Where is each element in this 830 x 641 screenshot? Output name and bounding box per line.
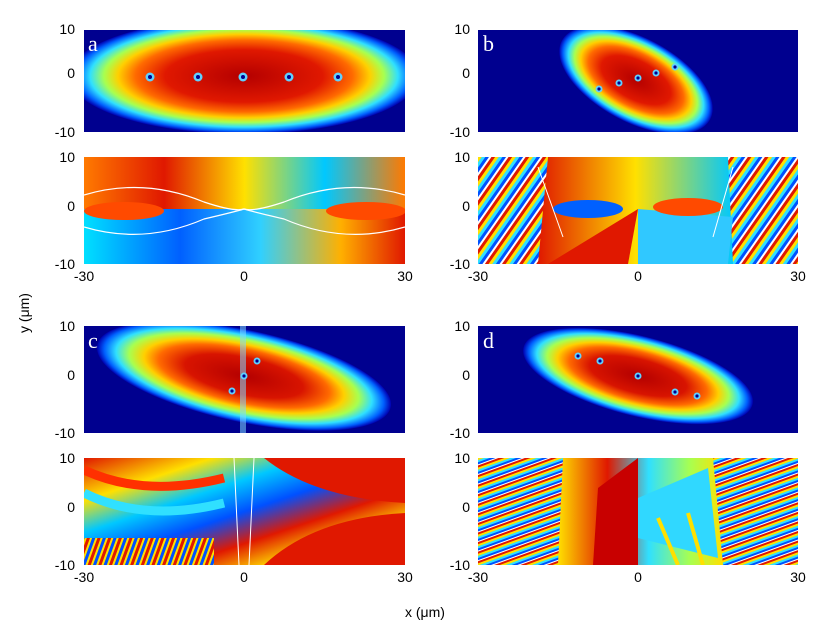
panel-label-c: c (88, 328, 98, 353)
panel-label-d: d (483, 328, 494, 353)
ytick-b-bot: -10 (449, 124, 470, 140)
panel-d-density (478, 326, 798, 433)
ytick-d2-top: 10 (454, 450, 470, 466)
ytick-c2-top: 10 (59, 450, 75, 466)
vortex-cores-a (145, 72, 343, 82)
xtick-c-mid: 0 (240, 569, 248, 585)
ytick-a-top: 10 (59, 21, 75, 37)
xtick-b-left: -30 (467, 268, 489, 284)
ytick-b2-bot: -10 (449, 256, 470, 272)
ytick-b2-mid: 0 (462, 198, 470, 214)
panel-c-density (84, 326, 405, 433)
panel-a-density (84, 30, 405, 132)
x-axis-label: x (μm) (405, 604, 445, 620)
xtick-d-left: -30 (467, 569, 489, 585)
ytick-a-bot: -10 (54, 124, 75, 140)
vortex-cores-c (228, 357, 261, 395)
xtick-b-mid: 0 (634, 268, 642, 284)
vortex-cores-d (574, 352, 701, 400)
xtick-a-mid: 0 (240, 268, 248, 284)
vortex-cores-b (595, 63, 679, 93)
xtick-a-right: 30 (397, 268, 413, 284)
xtick-a-left: -30 (73, 268, 95, 284)
ytick-c2-mid: 0 (67, 499, 75, 515)
ytick-b-mid: 0 (462, 65, 470, 81)
ytick-a2-top: 10 (59, 149, 75, 165)
panel-b-phase (478, 157, 798, 264)
ytick-d2-mid: 0 (462, 499, 470, 515)
ytick-a2-mid: 0 (67, 198, 75, 214)
panel-label-b: b (483, 31, 494, 56)
y-axis-label: y (μm) (16, 293, 32, 333)
xtick-c-right: 30 (397, 569, 413, 585)
panel-d-phase (478, 458, 798, 565)
ytick-d-bot: -10 (449, 425, 470, 441)
panel-label-a: a (88, 31, 98, 56)
ytick-b-top: 10 (454, 21, 470, 37)
panel-a-phase (84, 157, 405, 264)
ytick-d2-bot: -10 (449, 557, 470, 573)
xtick-b-right: 30 (790, 268, 806, 284)
ytick-b2-top: 10 (454, 149, 470, 165)
ytick-a2-bot: -10 (54, 256, 75, 272)
xtick-d-mid: 0 (634, 569, 642, 585)
xtick-c-left: -30 (73, 569, 95, 585)
panel-b-density (478, 30, 798, 132)
ytick-c2-bot: -10 (54, 557, 75, 573)
ytick-a-mid: 0 (67, 65, 75, 81)
ytick-c-top: 10 (59, 318, 75, 334)
ytick-d-mid: 0 (462, 367, 470, 383)
ytick-d-top: 10 (454, 318, 470, 334)
xtick-d-right: 30 (790, 569, 806, 585)
ytick-c-mid: 0 (67, 367, 75, 383)
ytick-c-bot: -10 (54, 425, 75, 441)
panel-c-phase (84, 458, 405, 565)
